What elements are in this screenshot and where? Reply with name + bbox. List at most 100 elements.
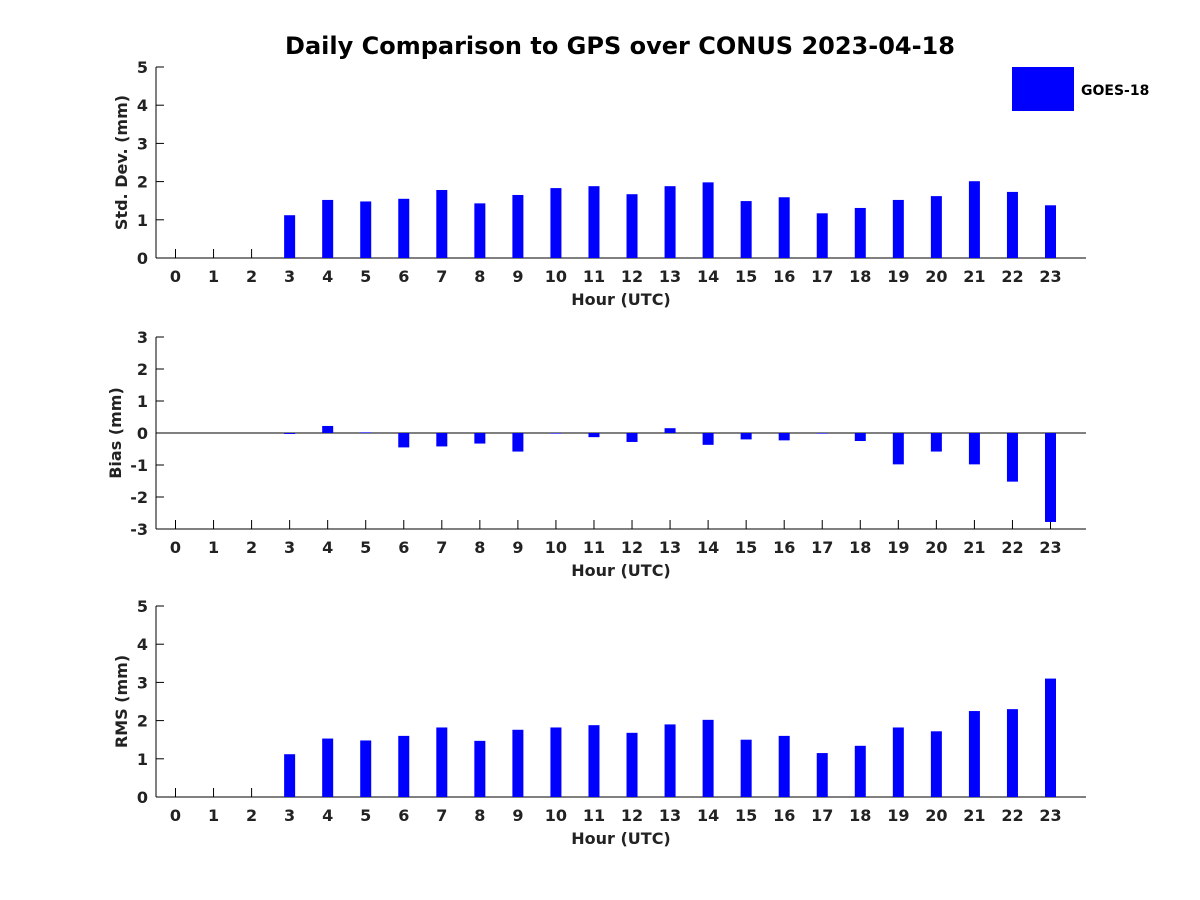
x-tick-label: 19 (887, 538, 909, 557)
bar-hour-21 (968, 711, 980, 797)
y-tick-label: 4 (137, 635, 148, 654)
bar-hour-6 (398, 198, 410, 258)
bar-hour-11 (588, 725, 600, 797)
x-tick-label: 20 (925, 267, 947, 286)
bar-hour-18 (854, 433, 866, 441)
bar-hour-10 (550, 188, 562, 258)
y-tick-label: 3 (137, 328, 148, 347)
y-tick-label: -3 (130, 520, 148, 539)
bar-hour-22 (1006, 191, 1018, 258)
x-tick-label: 19 (887, 267, 909, 286)
bar-hour-13 (664, 428, 676, 433)
y-tick-label: 2 (137, 173, 148, 192)
y-tick-label: 1 (137, 211, 148, 230)
bar-hour-18 (854, 207, 866, 258)
x-tick-label: 8 (474, 806, 485, 825)
bar-hour-14 (702, 182, 714, 258)
bar-hour-23 (1045, 205, 1056, 258)
x-tick-label: 18 (849, 538, 871, 557)
x-tick-label: 3 (284, 806, 295, 825)
x-tick-label: 11 (583, 267, 605, 286)
bar-hour-18 (854, 745, 866, 797)
x-tick-label: 16 (773, 806, 795, 825)
y-tick-label: 5 (137, 58, 148, 77)
x-tick-label: 11 (583, 806, 605, 825)
x-tick-label: 11 (583, 538, 605, 557)
x-tick-label: 0 (170, 806, 181, 825)
x-tick-label: 4 (322, 267, 333, 286)
bar-hour-17 (816, 433, 828, 434)
bar-hour-9 (512, 729, 524, 797)
y-tick-label: 2 (137, 712, 148, 731)
x-tick-label: 0 (170, 538, 181, 557)
y-tick-label: 4 (137, 96, 148, 115)
y-tick-label: 0 (137, 249, 148, 268)
bar-hour-4 (322, 738, 334, 797)
bar-hour-16 (778, 197, 790, 258)
bar-hour-19 (892, 199, 904, 258)
bar-hour-20 (930, 433, 942, 452)
x-tick-label: 12 (621, 538, 643, 557)
bar-hour-6 (398, 735, 410, 797)
bar-hour-15 (740, 433, 752, 440)
x-tick-label: 1 (208, 267, 219, 286)
bar-hour-19 (892, 727, 904, 797)
bar-hour-3 (284, 433, 296, 434)
x-tick-label: 6 (398, 806, 409, 825)
bar-hour-20 (930, 731, 942, 797)
x-tick-label: 10 (545, 538, 567, 557)
bar-hour-11 (588, 433, 600, 438)
x-tick-label: 0 (170, 267, 181, 286)
bar-hour-14 (702, 433, 714, 445)
y-tick-label: 0 (137, 788, 148, 807)
bar-hour-15 (740, 201, 752, 258)
legend-label-goes-18: GOES-18 (1081, 83, 1149, 99)
x-tick-label: 6 (398, 538, 409, 557)
bar-hour-12 (626, 194, 638, 258)
bar-hour-17 (816, 753, 828, 797)
x-tick-label: 13 (659, 538, 681, 557)
x-tick-label: 3 (284, 538, 295, 557)
y-tick-label: -1 (130, 456, 148, 475)
x-tick-label: 22 (1001, 538, 1023, 557)
bar-hour-15 (740, 739, 752, 797)
bar-hour-6 (398, 433, 410, 448)
bar-hour-13 (664, 724, 676, 797)
bar-hour-7 (436, 727, 448, 797)
y-tick-label: 0 (137, 424, 148, 443)
bar-hour-9 (512, 194, 524, 258)
x-tick-label: 5 (360, 267, 371, 286)
x-tick-label: 16 (773, 538, 795, 557)
x-tick-label: 2 (246, 267, 257, 286)
x-tick-label: 22 (1001, 267, 1023, 286)
bar-hour-10 (550, 433, 562, 434)
x-tick-label: 5 (360, 538, 371, 557)
x-tick-label: 3 (284, 267, 295, 286)
bar-hour-12 (626, 732, 638, 797)
bar-hour-7 (436, 190, 448, 258)
bar-hour-9 (512, 433, 524, 452)
bar-hour-16 (778, 735, 790, 797)
x-tick-label: 9 (512, 267, 523, 286)
x-tick-label: 20 (925, 538, 947, 557)
bar-hour-17 (816, 213, 828, 258)
y-axis-label: Bias (mm) (106, 387, 125, 479)
x-tick-label: 23 (1039, 538, 1061, 557)
x-tick-label: 1 (208, 538, 219, 557)
bar-hour-3 (284, 215, 296, 258)
bar-hour-4 (322, 425, 334, 433)
x-tick-label: 23 (1039, 806, 1061, 825)
x-tick-label: 13 (659, 806, 681, 825)
x-tick-label: 23 (1039, 267, 1061, 286)
bar-hour-21 (968, 433, 980, 465)
bar-hour-23 (1045, 433, 1056, 522)
bar-hour-22 (1006, 709, 1018, 797)
x-tick-label: 21 (963, 267, 985, 286)
x-tick-label: 10 (545, 806, 567, 825)
bar-hour-14 (702, 719, 714, 797)
x-tick-label: 14 (697, 538, 719, 557)
